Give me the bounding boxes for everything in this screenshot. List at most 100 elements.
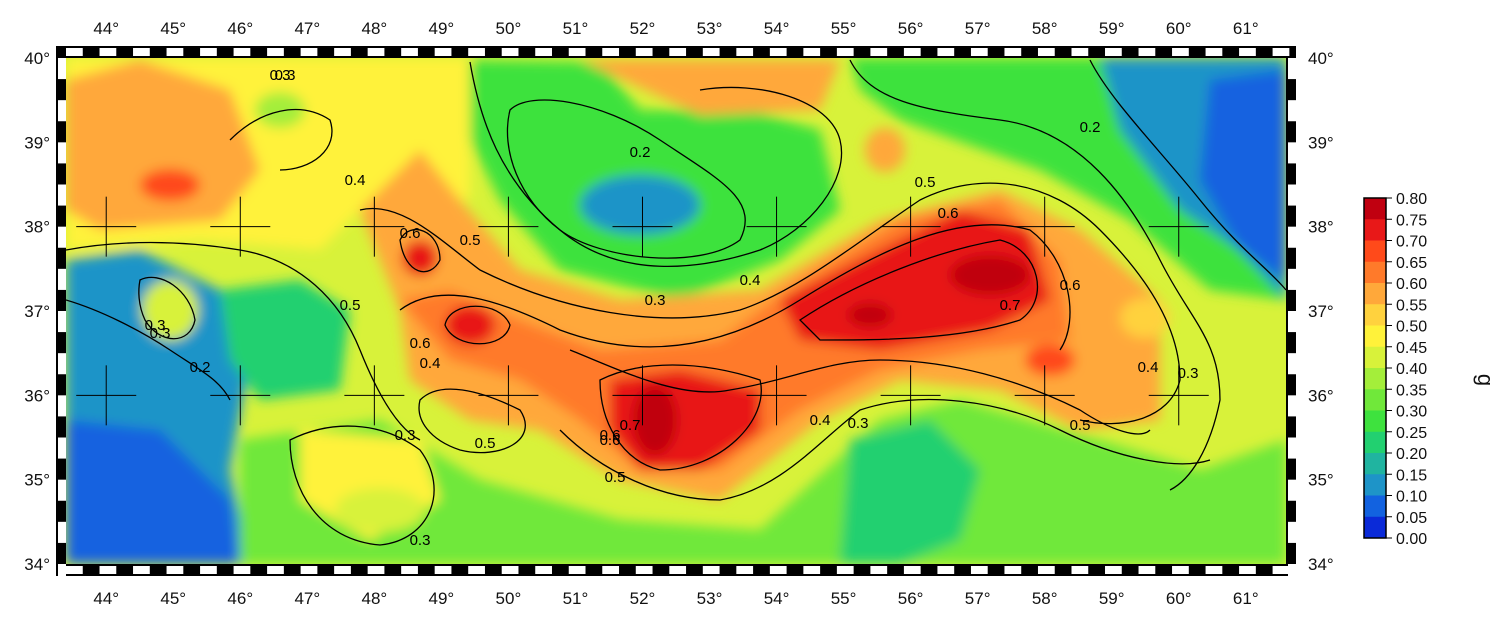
- frame-checker: [1288, 479, 1296, 501]
- frame-checker: [970, 48, 988, 56]
- lon-label: 45°: [160, 19, 186, 38]
- frame-checker: [1071, 566, 1089, 574]
- lon-label: 50°: [496, 589, 522, 608]
- contour-line: [399, 229, 441, 273]
- lon-label: 49°: [429, 589, 455, 608]
- frame-checker: [1172, 48, 1189, 56]
- contour-label: 0.4: [810, 412, 831, 429]
- frame-checker: [334, 566, 351, 574]
- frame-checker: [702, 48, 720, 56]
- frame-checker: [233, 566, 251, 574]
- lon-label: 54°: [764, 589, 790, 608]
- frame-checker: [836, 48, 854, 56]
- colorbar-swatch: [1364, 219, 1386, 241]
- frame-checker: [803, 566, 821, 574]
- frame-checker: [1205, 566, 1223, 574]
- frame-checker: [1239, 566, 1256, 574]
- frame-checkers: [58, 48, 1296, 586]
- colorbar-label: 0.15: [1396, 467, 1427, 484]
- lon-label: 44°: [93, 589, 119, 608]
- frame-checker: [669, 48, 687, 56]
- lon-label: 55°: [831, 589, 857, 608]
- colorbar-swatch: [1364, 346, 1386, 369]
- colorbar-label: 0.00: [1396, 531, 1427, 548]
- lat-label: 40°: [24, 49, 50, 68]
- lon-label: 51°: [563, 19, 589, 38]
- frame-checker: [970, 566, 988, 574]
- frame-checker: [58, 184, 66, 206]
- frame-checker: [870, 48, 888, 56]
- contour-line: [399, 224, 1071, 351]
- hazard-field: [66, 58, 1286, 564]
- contour-label: 0.7: [620, 417, 641, 434]
- contour-label: 0.5: [1070, 417, 1091, 434]
- contour-label: 0.6: [410, 335, 431, 352]
- frame-checker: [568, 566, 586, 574]
- colorbar-swatch: [1364, 453, 1386, 475]
- lat-label: 37°: [1308, 302, 1334, 321]
- lat-labels-right: 40° 39° 38° 37° 36° 35° 34°: [1308, 49, 1334, 574]
- frame-checker: [1288, 437, 1296, 459]
- frame-checker: [535, 48, 552, 56]
- colorbar-label: 0.50: [1396, 319, 1427, 336]
- contour-label: 0.3: [150, 325, 171, 342]
- frame-checker: [1288, 521, 1296, 543]
- frame-checker: [300, 48, 318, 56]
- colorbar-label: 0.05: [1396, 510, 1427, 527]
- lon-label: 51°: [563, 589, 589, 608]
- frame-checker: [702, 566, 720, 574]
- contour-label: 0.6: [600, 427, 621, 444]
- colorbar-label: 0.40: [1396, 361, 1427, 378]
- frame-checker: [736, 566, 754, 574]
- contour-label: 0.3: [645, 292, 666, 309]
- lon-label: 59°: [1099, 589, 1125, 608]
- frame-checker: [1004, 48, 1022, 56]
- frame-checker: [233, 48, 251, 56]
- lon-label: 59°: [1099, 19, 1125, 38]
- lon-labels-bottom: 44° 45° 46° 47° 48° 49° 50° 51° 52° 53° 54° 55° 56° 5…: [93, 589, 1258, 608]
- lon-label: 55°: [831, 19, 857, 38]
- frame-checker: [267, 566, 284, 574]
- lon-label: 45°: [160, 589, 186, 608]
- colorbar-swatch: [1364, 261, 1386, 284]
- frame-checker: [1288, 226, 1296, 248]
- lat-label: 35°: [1308, 471, 1334, 490]
- colorbar-swatch: [1364, 368, 1386, 390]
- frame-checker: [468, 48, 485, 56]
- contour-label: 0.4: [740, 272, 761, 289]
- contour-line: [849, 59, 1221, 491]
- colorbar-label: 0.20: [1396, 446, 1427, 463]
- frame-checker: [669, 566, 687, 574]
- contour-line: [1089, 59, 1286, 291]
- lat-labels-left: 40° 39° 38° 37° 36° 35° 34°: [24, 49, 50, 574]
- colorbar-swatch: [1364, 410, 1386, 433]
- frame-checker: [434, 48, 452, 56]
- frame-checker: [367, 48, 385, 56]
- frame-checker: [58, 58, 66, 80]
- lon-label: 48°: [361, 589, 387, 608]
- colorbar-label: 0.25: [1396, 425, 1427, 442]
- colorbar-swatch: [1364, 325, 1386, 348]
- lon-label: 48°: [361, 19, 387, 38]
- frame-checker: [1272, 48, 1290, 56]
- colorbar-label: 0.35: [1396, 382, 1427, 399]
- contour-line: [599, 364, 762, 471]
- lon-label: 47°: [294, 589, 320, 608]
- lon-label: 56°: [898, 589, 924, 608]
- frame-checker: [58, 142, 66, 164]
- contour-line: [569, 349, 1151, 435]
- contour-label: 0.5: [915, 174, 936, 191]
- lon-label: 52°: [630, 589, 656, 608]
- frame-checker: [736, 48, 754, 56]
- lon-label: 60°: [1166, 589, 1192, 608]
- lat-label: 37°: [24, 302, 50, 321]
- frame-checker: [1239, 48, 1256, 56]
- frame-checker: [58, 268, 66, 290]
- frame-checker: [66, 566, 83, 574]
- lon-labels-top: 44° 45° 46° 47° 48° 49° 50° 51° 52° 53° 54° 55° 56° 5…: [93, 19, 1258, 38]
- frame-checker: [58, 564, 66, 586]
- contour-line: [66, 241, 421, 441]
- frame-checker: [937, 48, 955, 56]
- colorbar-swatch: [1364, 431, 1386, 454]
- contour-label: 0.6: [1060, 277, 1081, 294]
